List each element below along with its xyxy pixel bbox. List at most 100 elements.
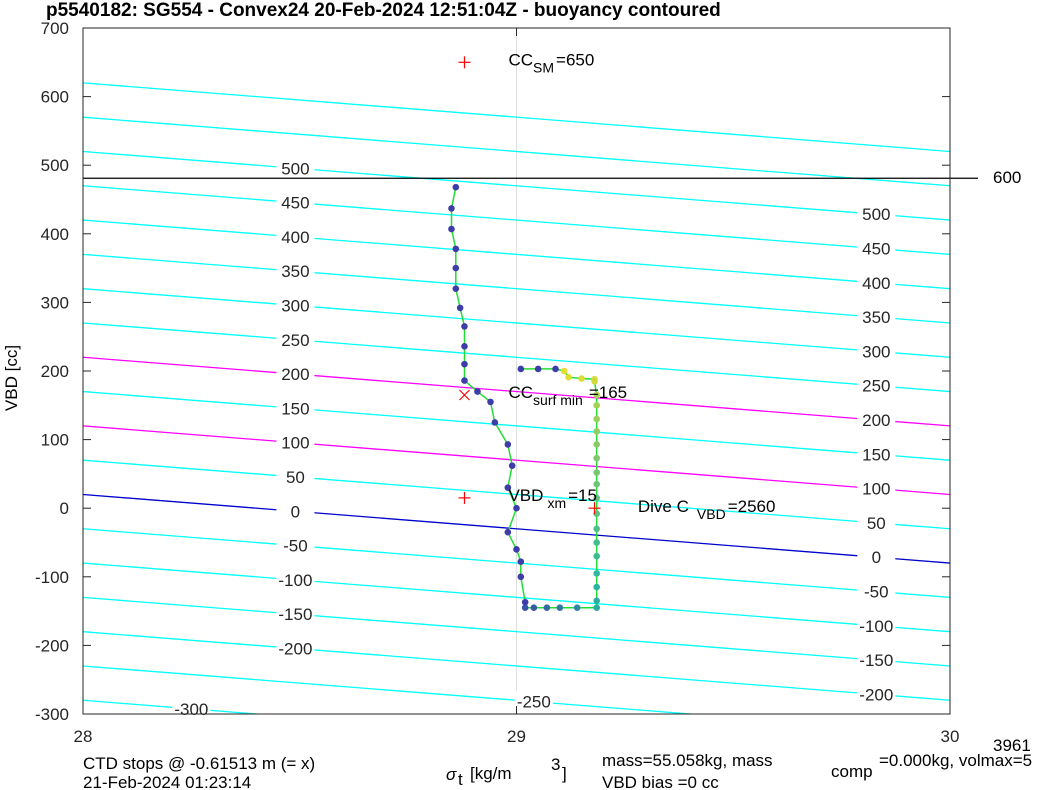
contour-label: -150 xyxy=(278,605,312,624)
contour-label: 50 xyxy=(286,468,305,487)
marker-layer: CCSM =650 CCsurf min =165 VBD xm =15 Dive C VBD =… xyxy=(458,50,775,522)
path-point xyxy=(452,183,460,191)
path-point xyxy=(593,402,600,409)
path-point xyxy=(593,441,600,448)
path-point xyxy=(487,398,494,406)
marker-label: CCsurf min =165 xyxy=(508,383,627,408)
contour-label-bg xyxy=(857,649,896,670)
contour-label-bg xyxy=(857,340,896,361)
y-tick-label: 500 xyxy=(41,156,69,175)
contour-label: 200 xyxy=(281,365,309,384)
path-point xyxy=(543,604,551,611)
path-point xyxy=(521,598,529,606)
path-point xyxy=(517,558,525,566)
marker-label: Dive C VBD =2560 xyxy=(638,497,776,522)
contour-label: -50 xyxy=(864,583,889,602)
contour-label-bg xyxy=(276,431,315,452)
contour-label: -100 xyxy=(278,571,312,590)
contour-label-bg xyxy=(276,260,315,281)
contour-label-bg xyxy=(276,328,315,349)
contour-label-bg xyxy=(857,546,896,567)
contour-line xyxy=(83,493,950,564)
contour-label-bg xyxy=(276,500,315,521)
contour-line xyxy=(83,288,950,358)
path-point xyxy=(452,285,460,292)
contour-label-bg xyxy=(857,443,896,464)
x-tick-label: 29 xyxy=(507,727,526,746)
path-point xyxy=(560,367,568,375)
path-point xyxy=(448,205,455,212)
marker-x-b xyxy=(459,389,470,401)
contour-label: 0 xyxy=(291,502,300,521)
path-point xyxy=(593,570,600,577)
contour-line xyxy=(83,82,950,153)
contour-line xyxy=(83,631,950,701)
contour-label-bg xyxy=(276,397,315,418)
contour-label: 400 xyxy=(862,274,890,293)
path-point xyxy=(461,343,468,350)
marker-label: VBD xm =15 xyxy=(508,486,596,511)
y-axis-label: VBD [cc] xyxy=(2,345,21,411)
contour-label-bg xyxy=(276,225,315,246)
y-tick-label: 200 xyxy=(41,362,69,381)
contour-label-bg xyxy=(857,271,896,292)
dive-path xyxy=(448,183,600,611)
contour-label-bg xyxy=(276,191,315,212)
path-point xyxy=(452,245,460,253)
path-point xyxy=(573,604,581,611)
contour-label-bg xyxy=(276,568,315,589)
contour-label-bg xyxy=(276,603,315,624)
contour-label-bg xyxy=(276,534,315,555)
contour-label: 100 xyxy=(862,480,890,499)
contour-label: -150 xyxy=(859,651,893,670)
path-point xyxy=(534,365,542,373)
path-point xyxy=(448,225,455,233)
contour-label-bg xyxy=(276,637,315,658)
contour-label-bg xyxy=(857,614,896,635)
path-point xyxy=(593,494,600,502)
contour-label: 450 xyxy=(281,194,309,213)
contour-label: -250 xyxy=(517,693,551,712)
y-tick-label: -100 xyxy=(35,568,69,587)
path-point xyxy=(461,377,468,384)
contour-label: 200 xyxy=(862,411,890,430)
contour-label: 350 xyxy=(281,262,309,281)
path-point xyxy=(593,454,600,462)
path-point xyxy=(593,552,600,560)
marker-label: CCSM =650 xyxy=(508,50,594,75)
contour-line xyxy=(83,528,950,599)
path-point xyxy=(521,604,529,611)
path-point xyxy=(474,388,481,395)
contour-label-bg xyxy=(857,511,896,532)
footer-mass: mass=55.058kg, mass xyxy=(602,751,773,770)
contour-label: -300 xyxy=(174,700,208,719)
contour-line xyxy=(83,116,950,187)
path-point xyxy=(556,604,564,611)
contour-line xyxy=(83,219,950,290)
contour-lines xyxy=(83,82,950,714)
footer-corner-number: 3961 xyxy=(993,736,1031,755)
contour-label: 300 xyxy=(281,296,309,315)
svg-text:]: ] xyxy=(562,764,567,783)
path-point xyxy=(593,415,600,423)
path-point xyxy=(517,365,525,373)
path-point xyxy=(461,360,468,368)
contour-label: -50 xyxy=(283,537,308,556)
y-tick-label: -300 xyxy=(35,705,69,724)
contour-label-bg xyxy=(172,697,211,718)
path-point xyxy=(504,441,512,448)
svg-text:3: 3 xyxy=(551,755,560,774)
contour-label: -200 xyxy=(859,685,893,704)
path-point xyxy=(593,525,600,533)
contour-label: 350 xyxy=(862,308,890,327)
y-tick-label: 100 xyxy=(41,431,69,450)
path-point xyxy=(530,604,538,611)
path-point xyxy=(593,391,600,399)
contour-label: -200 xyxy=(278,639,312,658)
footer-vbd-bias: VBD bias =0 cc xyxy=(602,773,719,790)
contour-labels: -300 -250 -200 -150 -100 -50 0 50 100 150 200 250 30… xyxy=(172,157,896,719)
contour-line xyxy=(83,699,265,714)
path-point xyxy=(452,264,460,272)
y-tick-label: 700 xyxy=(41,19,69,38)
